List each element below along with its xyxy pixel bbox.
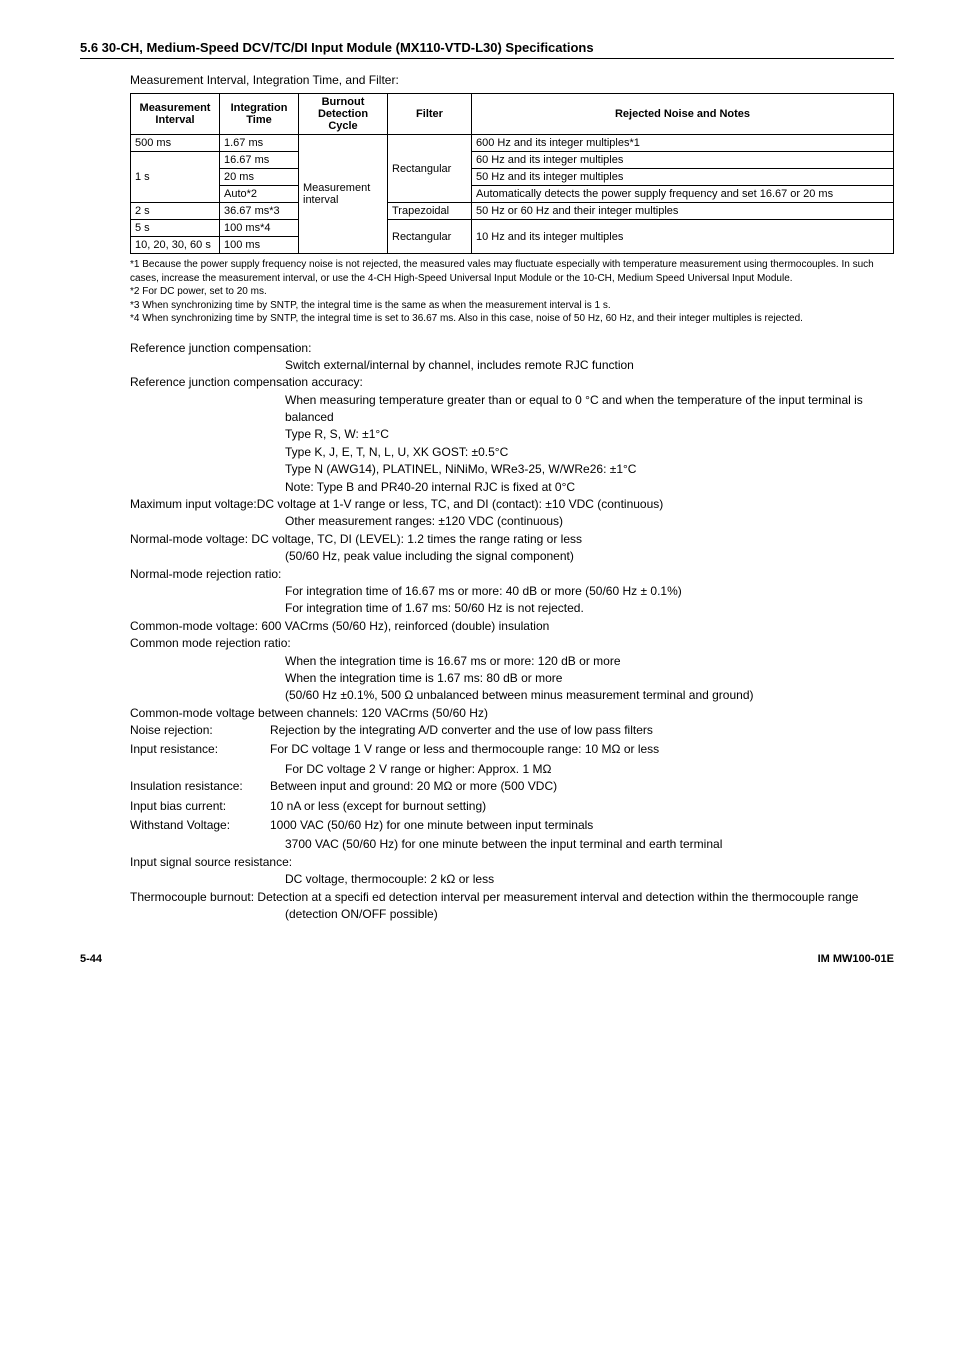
common-mode-rejection-ratio-value: When the integration time is 16.67 ms or… <box>130 653 894 670</box>
normal-mode-rejection-ratio-value: For integration time of 16.67 ms or more… <box>130 583 894 600</box>
col-header: Filter <box>388 94 472 135</box>
footnote: *4 When synchronizing time by SNTP, the … <box>130 312 894 326</box>
max-input-voltage-label: Maximum input voltage: <box>130 497 257 511</box>
col-header: Rejected Noise and Notes <box>472 94 894 135</box>
table-cell: 1.67 ms <box>220 135 299 152</box>
normal-mode-voltage-value: DC voltage, TC, DI (LEVEL): 1.2 times th… <box>251 532 582 546</box>
page-footer: 5-44 IM MW100-01E <box>80 953 894 965</box>
table-cell: 10, 20, 30, 60 s <box>131 237 220 254</box>
ref-junction-comp-value: Switch external/internal by channel, inc… <box>130 357 894 374</box>
ref-junction-acc-line: Type K, J, E, T, N, L, U, XK GOST: ±0.5°… <box>130 444 894 461</box>
spec-table: Measurement Interval Integration Time Bu… <box>130 93 894 254</box>
section-title: 5.6 30-CH, Medium-Speed DCV/TC/DI Input … <box>80 40 894 59</box>
table-cell: 16.67 ms <box>220 152 299 169</box>
common-mode-rejection-ratio-value: When the integration time is 1.67 ms: 80… <box>130 670 894 687</box>
input-resistance-value: For DC voltage 2 V range or higher: Appr… <box>130 761 894 778</box>
footnote: *2 For DC power, set to 20 ms. <box>130 285 894 299</box>
footnote: *3 When synchronizing time by SNTP, the … <box>130 299 894 313</box>
thermocouple-burnout-label: Thermocouple burnout: <box>130 890 254 904</box>
input-resistance-value: For DC voltage 1 V range or less and the… <box>270 741 894 758</box>
table-cell: 36.67 ms*3 <box>220 203 299 220</box>
ref-junction-acc-line: Note: Type B and PR40-20 internal RJC is… <box>130 479 894 496</box>
table-cell: 2 s <box>131 203 220 220</box>
thermocouple-burnout-value: Detection at a specifi ed detection inte… <box>257 890 858 921</box>
table-cell: 60 Hz and its integer multiples <box>472 152 894 169</box>
common-mode-rejection-ratio-value: (50/60 Hz ±0.1%, 500 Ω unbalanced betwee… <box>130 687 894 704</box>
noise-rejection-value: Rejection by the integrating A/D convert… <box>270 722 894 739</box>
table-cell: Auto*2 <box>220 186 299 203</box>
col-header: Burnout Detection Cycle <box>299 94 388 135</box>
col-header: Measurement Interval <box>131 94 220 135</box>
input-signal-source-label: Input signal source resistance: <box>130 854 894 871</box>
table-cell: 100 ms <box>220 237 299 254</box>
common-mode-voltage-value: 600 VACrms (50/60 Hz), reinforced (doubl… <box>261 619 549 633</box>
insulation-resistance-value: Between input and ground: 20 MΩ or more … <box>270 778 894 795</box>
table-cell: Automatically detects the power supply f… <box>472 186 894 203</box>
input-bias-current-value: 10 nA or less (except for burnout settin… <box>270 798 894 815</box>
page-number: 5-44 <box>80 953 102 965</box>
table-cell: Measurement interval <box>299 135 388 254</box>
table-cell: 10 Hz and its integer multiples <box>472 220 894 254</box>
normal-mode-voltage-value: (50/60 Hz, peak value including the sign… <box>130 548 894 565</box>
doc-id: IM MW100-01E <box>818 953 894 965</box>
table-cell: 20 ms <box>220 169 299 186</box>
footnotes: *1 Because the power supply frequency no… <box>130 258 894 326</box>
ref-junction-comp-label: Reference junction compensation: <box>130 340 894 357</box>
withstand-voltage-value: 1000 VAC (50/60 Hz) for one minute betwe… <box>270 817 894 834</box>
footnote: *1 Because the power supply frequency no… <box>130 258 894 285</box>
table-caption: Measurement Interval, Integration Time, … <box>130 73 894 87</box>
input-signal-source-value: DC voltage, thermocouple: 2 kΩ or less <box>130 871 894 888</box>
noise-rejection-label: Noise rejection: <box>130 722 270 739</box>
common-mode-rejection-ratio-label: Common mode rejection ratio: <box>130 635 894 652</box>
common-mode-voltage-label: Common-mode voltage: <box>130 619 258 633</box>
cmv-between-channels: Common-mode voltage between channels: 12… <box>130 705 894 722</box>
ref-junction-acc-line: When measuring temperature greater than … <box>130 392 894 427</box>
max-input-voltage-value: Other measurement ranges: ±120 VDC (cont… <box>130 513 894 530</box>
table-cell: 500 ms <box>131 135 220 152</box>
normal-mode-rejection-ratio-value: For integration time of 1.67 ms: 50/60 H… <box>130 600 894 617</box>
table-cell: 50 Hz or 60 Hz and their integer multipl… <box>472 203 894 220</box>
ref-junction-acc-line: Type N (AWG14), PLATINEL, NiNiMo, WRe3-2… <box>130 461 894 478</box>
table-cell: 5 s <box>131 220 220 237</box>
max-input-voltage-value: DC voltage at 1-V range or less, TC, and… <box>257 497 664 511</box>
insulation-resistance-label: Insulation resistance: <box>130 778 270 795</box>
ref-junction-acc-label: Reference junction compensation accuracy… <box>130 374 894 391</box>
input-bias-current-label: Input bias current: <box>130 798 270 815</box>
table-cell: 50 Hz and its integer multiples <box>472 169 894 186</box>
withstand-voltage-label: Withstand Voltage: <box>130 817 270 834</box>
normal-mode-voltage-label: Normal-mode voltage: <box>130 532 248 546</box>
withstand-voltage-value: 3700 VAC (50/60 Hz) for one minute betwe… <box>130 836 894 853</box>
table-cell: 100 ms*4 <box>220 220 299 237</box>
table-cell: Rectangular <box>388 135 472 203</box>
normal-mode-rejection-ratio-label: Normal-mode rejection ratio: <box>130 566 894 583</box>
table-cell: 1 s <box>131 152 220 203</box>
table-cell: Rectangular <box>388 220 472 254</box>
ref-junction-acc-line: Type R, S, W: ±1°C <box>130 426 894 443</box>
input-resistance-label: Input resistance: <box>130 741 270 758</box>
table-cell: Trapezoidal <box>388 203 472 220</box>
table-cell: 600 Hz and its integer multiples*1 <box>472 135 894 152</box>
col-header: Integration Time <box>220 94 299 135</box>
